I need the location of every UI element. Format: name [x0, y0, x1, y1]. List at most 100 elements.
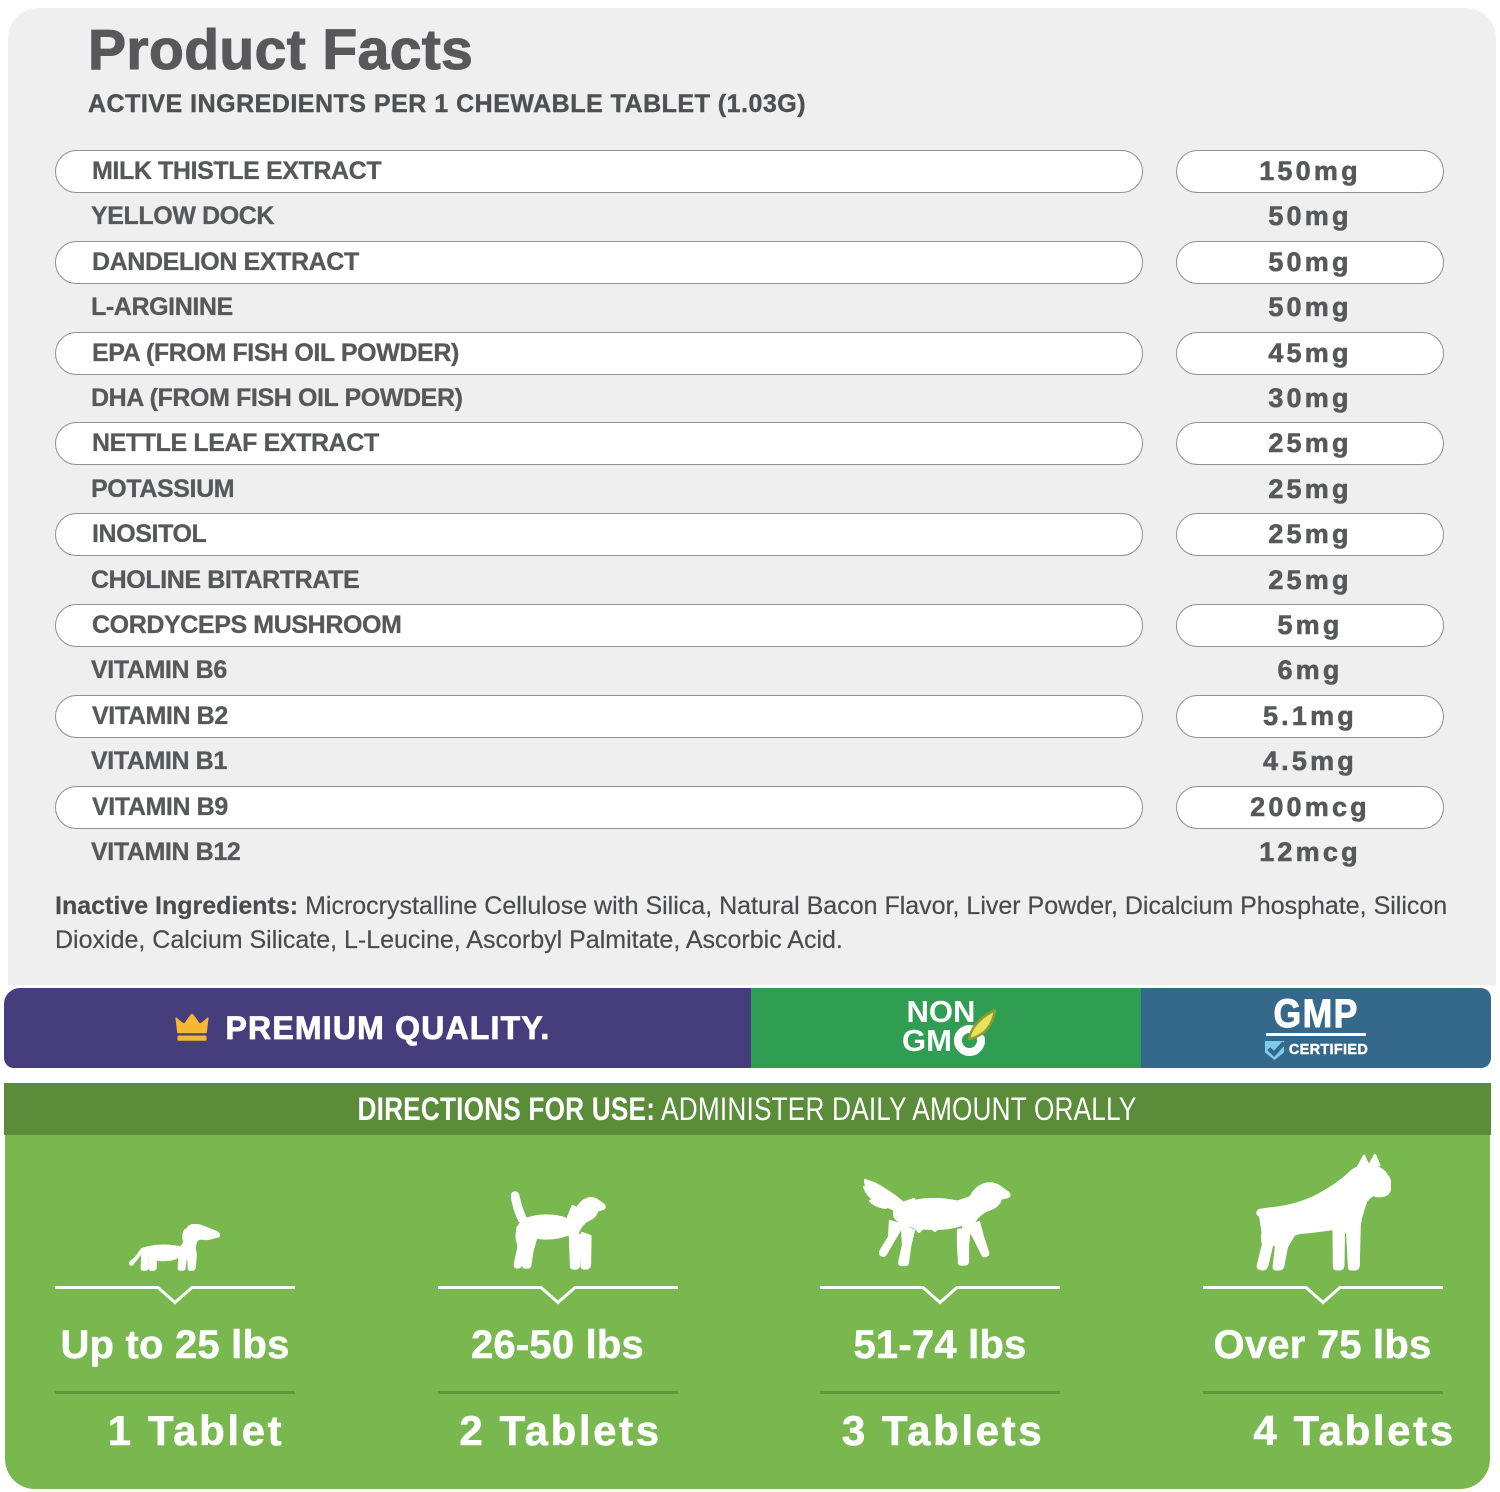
- directions-label: DIRECTIONS FOR USE:: [357, 1090, 656, 1127]
- ingredient-row-name: VITAMIN B1: [55, 740, 1143, 783]
- ingredient-row-amount: 4.5mg: [1176, 740, 1444, 783]
- ingredient-row-amount: 25mg: [1176, 468, 1444, 511]
- dog-silhouette-slot: [55, 1135, 295, 1271]
- ingredient-amount: 25mg: [1268, 428, 1352, 459]
- setter-icon: [862, 1179, 1011, 1267]
- ingredient-amount: 50mg: [1268, 292, 1352, 323]
- notch-line: [820, 1286, 1060, 1305]
- ingredient-name: NETTLE LEAF EXTRACT: [92, 429, 380, 458]
- gmp-title: GMP: [1273, 991, 1359, 1036]
- inactive-ingredients-text: Microcrystalline Cellulose with Silica, …: [55, 892, 1448, 954]
- directions-text: ADMINISTER DAILY AMOUNT ORALLY: [655, 1090, 1138, 1127]
- ingredient-amount: 12mcg: [1259, 837, 1361, 868]
- ingredient-amount: 5mg: [1277, 610, 1343, 641]
- ingredient-amount: 4.5mg: [1262, 746, 1358, 777]
- notch-line: [55, 1286, 295, 1305]
- page-title: Product Facts: [87, 18, 474, 82]
- ingredient-row-name: MILK THISTLE EXTRACT: [55, 150, 1143, 193]
- ingredient-row-amount: 50mg: [1176, 195, 1444, 238]
- ingredient-row-name: POTASSIUM: [55, 468, 1143, 511]
- ingredient-row-name: VITAMIN B12: [55, 831, 1143, 874]
- ingredient-name: DANDELION EXTRACT: [92, 247, 360, 276]
- gmp-badge: GMP CERTIFIED: [1141, 988, 1491, 1068]
- ingredient-name: L-ARGININE: [91, 293, 234, 322]
- ingredient-row-amount: 50mg: [1176, 240, 1444, 284]
- gmp-shield-check-icon: [1264, 1040, 1285, 1060]
- badge-band: PREMIUM QUALITY. NON GM GMP CERTIFIED: [4, 988, 1491, 1068]
- ingredient-row-amount: 200mcg: [1176, 785, 1444, 829]
- premium-quality-badge: PREMIUM QUALITY.: [4, 988, 751, 1068]
- ingredient-row-name: DHA (FROM FISH OIL POWDER): [55, 377, 1143, 420]
- ingredient-row-amount: 150mg: [1176, 150, 1444, 193]
- ingredient-row-amount: 5mg: [1176, 604, 1444, 647]
- ingredient-name: CORDYCEPS MUSHROOM: [92, 611, 402, 639]
- page-subtitle: ACTIVE INGREDIENTS PER 1 CHEWABLE TABLET…: [88, 90, 807, 118]
- ingredient-row-amount: 30mg: [1176, 377, 1444, 420]
- premium-quality-label: PREMIUM QUALITY.: [225, 1009, 551, 1046]
- ingredient-row-name: L-ARGININE: [55, 286, 1143, 329]
- dose-divider: [437, 1391, 678, 1394]
- ingredient-row-name: VITAMIN B6: [55, 649, 1143, 692]
- ingredient-amount: 30mg: [1268, 383, 1352, 414]
- svg-text:NON: NON: [907, 996, 976, 1029]
- tablet-count-label: 4 Tablets: [1253, 1407, 1456, 1454]
- ingredient-row-name: VITAMIN B9: [55, 785, 1143, 829]
- dachshund-icon: [129, 1224, 220, 1271]
- ingredient-name: VITAMIN B6: [91, 656, 228, 685]
- ingredient-amount: 25mg: [1268, 564, 1352, 595]
- ingredient-name: VITAMIN B1: [91, 747, 228, 776]
- directions-text-group: DIRECTIONS FOR USE: ADMINISTER DAILY AMO…: [358, 1091, 1137, 1128]
- crown-icon: [174, 1014, 209, 1041]
- ingredient-row-amount: 25mg: [1176, 513, 1444, 557]
- gmp-certified-label: CERTIFIED: [1288, 1042, 1369, 1058]
- ingredient-name: MILK THISTLE EXTRACT: [92, 157, 382, 185]
- ingredient-row-name: DANDELION EXTRACT: [55, 240, 1143, 284]
- ingredient-amount: 25mg: [1268, 519, 1352, 550]
- non-gmo-badge: NON GM: [751, 988, 1141, 1068]
- weight-range-label: 51-74 lbs: [853, 1323, 1027, 1368]
- gmp-rule: [1265, 1032, 1366, 1036]
- boxer-icon: [1255, 1154, 1391, 1271]
- tablet-count-label: 3 Tablets: [841, 1407, 1045, 1454]
- ingredient-amount: 6mg: [1277, 655, 1343, 686]
- ingredient-name: VITAMIN B12: [91, 838, 241, 866]
- ingredient-row-name: INOSITOL: [55, 513, 1143, 557]
- ingredient-amount: 200mcg: [1250, 791, 1370, 822]
- ingredient-row-name: VITAMIN B2: [55, 694, 1143, 738]
- ingredient-name: YELLOW DOCK: [91, 202, 275, 231]
- ingredient-name: CHOLINE BITARTRATE: [91, 565, 360, 594]
- notch-line: [1202, 1286, 1443, 1305]
- inactive-ingredients: Inactive Ingredients: Microcrystalline C…: [55, 889, 1453, 957]
- ingredient-amount: 150mg: [1259, 156, 1361, 187]
- weight-range-label: Up to 25 lbs: [60, 1323, 290, 1368]
- ingredient-row-amount: 5.1mg: [1176, 694, 1444, 738]
- directions-band: DIRECTIONS FOR USE: ADMINISTER DAILY AMO…: [4, 1083, 1491, 1135]
- notch-line: [437, 1286, 678, 1305]
- weight-range-label: Over 75 lbs: [1213, 1323, 1432, 1368]
- ingredient-name: DHA (FROM FISH OIL POWDER): [91, 384, 463, 412]
- dose-divider: [820, 1391, 1060, 1394]
- inactive-ingredients-label: Inactive Ingredients:: [55, 892, 299, 920]
- ingredient-row-amount: 25mg: [1176, 422, 1444, 466]
- ingredient-row-amount: 12mcg: [1176, 831, 1444, 874]
- ingredient-name: VITAMIN B9: [92, 792, 229, 821]
- ingredient-row-amount: 45mg: [1176, 331, 1444, 375]
- ingredient-row-amount: 6mg: [1176, 649, 1444, 692]
- dog-silhouette-slot: [820, 1135, 1060, 1271]
- ingredient-amount: 25mg: [1268, 473, 1352, 504]
- dosage-panel: Up to 25 lbs 1 Tablet 26-50 lbs 2 Tablets …: [5, 1135, 1490, 1489]
- ingredient-name: POTASSIUM: [91, 474, 235, 503]
- ingredient-name: EPA (FROM FISH OIL POWDER): [92, 338, 460, 367]
- tablet-count-label: 1 Tablet: [107, 1407, 285, 1454]
- beagle-icon: [510, 1191, 606, 1270]
- ingredient-row-name: NETTLE LEAF EXTRACT: [55, 422, 1143, 466]
- ingredient-amount: 5.1mg: [1262, 700, 1358, 731]
- ingredient-name: VITAMIN B2: [92, 701, 229, 730]
- ingredient-row-amount: 50mg: [1176, 286, 1444, 329]
- svg-text:GM: GM: [902, 1023, 952, 1058]
- dog-silhouette-slot: [1203, 1135, 1443, 1271]
- ingredient-amount: 50mg: [1268, 201, 1352, 232]
- dose-divider: [1202, 1391, 1443, 1394]
- ingredient-amount: 45mg: [1268, 337, 1352, 368]
- ingredient-row-amount: 25mg: [1176, 559, 1444, 602]
